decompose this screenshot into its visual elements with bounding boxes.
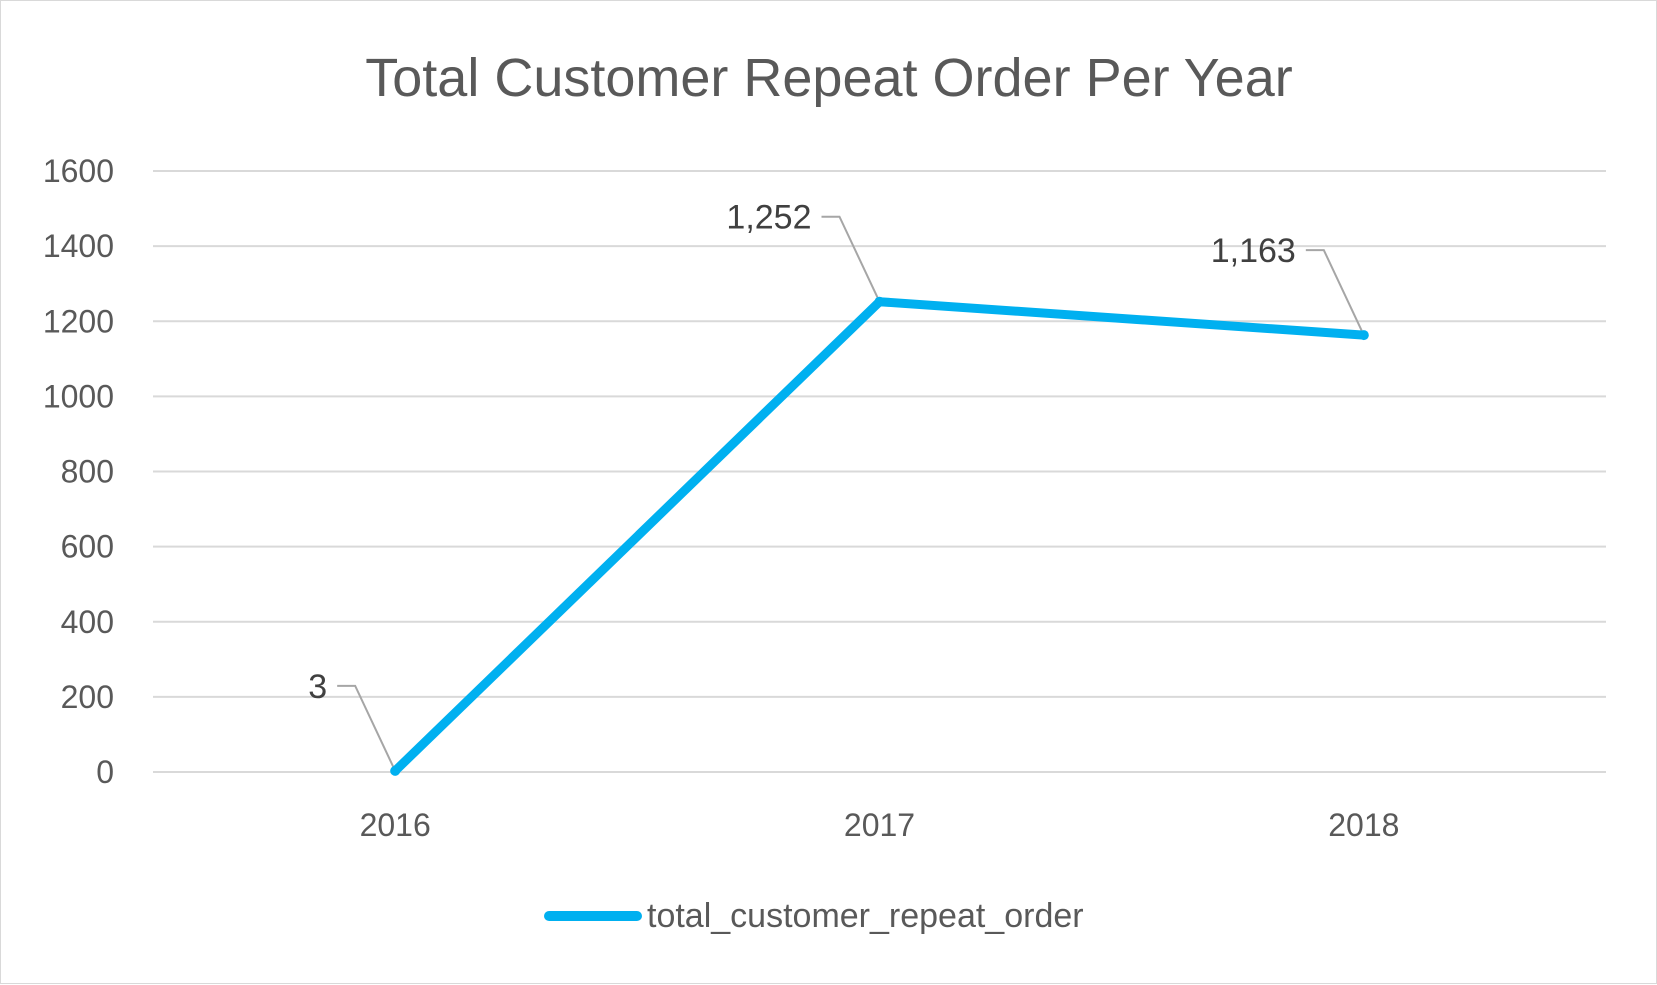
series-group (390, 296, 1369, 776)
gridlines (153, 170, 1606, 773)
y-tick-label: 600 (61, 529, 114, 565)
y-axis: 0 200 400 600 800 1000 1200 1400 1600 (43, 153, 114, 790)
y-tick-label: 400 (61, 604, 114, 640)
y-tick-label: 0 (96, 754, 114, 790)
data-labels: 3 1,252 1,163 (308, 199, 1296, 706)
data-label: 1,252 (726, 199, 811, 237)
x-axis: 2016 2017 2018 (360, 807, 1400, 843)
x-tick-label: 2018 (1328, 807, 1399, 843)
label-leader (1305, 249, 1365, 336)
series-line (390, 297, 1369, 776)
x-tick-label: 2016 (360, 807, 431, 843)
legend-label: total_customer_repeat_order (647, 897, 1084, 935)
data-label: 3 (308, 668, 327, 706)
chart-title: Total Customer Repeat Order Per Year (365, 48, 1292, 108)
label-leader (337, 684, 397, 772)
data-point (1358, 330, 1369, 341)
x-tick-label: 2017 (844, 807, 915, 843)
y-tick-label: 200 (61, 679, 114, 715)
legend: total_customer_repeat_order (544, 897, 1084, 935)
y-tick-label: 800 (61, 454, 114, 490)
data-label-leaders (337, 215, 1365, 772)
data-point (874, 296, 885, 307)
y-tick-label: 1000 (43, 378, 114, 414)
y-tick-label: 1200 (43, 303, 114, 339)
label-leader (821, 215, 881, 303)
data-point (390, 765, 401, 776)
y-tick-label: 1400 (43, 228, 114, 264)
y-tick-label: 1600 (43, 153, 114, 189)
data-label: 1,163 (1211, 232, 1296, 270)
